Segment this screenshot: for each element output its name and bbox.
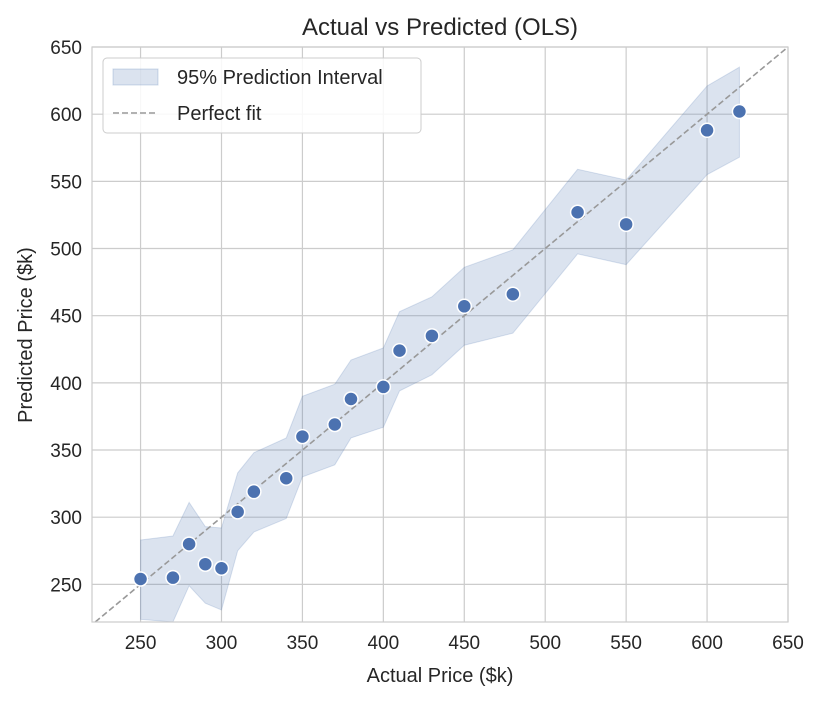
y-tick-label: 350 xyxy=(50,441,82,462)
data-point xyxy=(197,556,214,572)
legend-label-interval: 95% Prediction Interval xyxy=(177,67,383,89)
y-tick-label: 650 xyxy=(50,38,82,59)
data-point xyxy=(505,286,521,302)
y-tick-label: 250 xyxy=(50,575,82,596)
y-axis-label: Predicted Price ($k) xyxy=(15,247,37,423)
data-point xyxy=(456,298,473,315)
data-point xyxy=(569,204,586,220)
y-tick-label: 300 xyxy=(50,508,82,529)
data-point xyxy=(731,103,748,120)
data-point xyxy=(132,571,149,587)
y-tick-label: 400 xyxy=(50,374,82,395)
x-tick-label: 250 xyxy=(125,633,157,654)
x-ticks: 250 300 350 400 450 500 550 600 650 xyxy=(125,633,804,654)
data-point xyxy=(327,416,343,433)
x-tick-label: 550 xyxy=(610,633,642,654)
x-tick-label: 400 xyxy=(367,633,399,654)
data-point xyxy=(424,328,440,344)
data-point xyxy=(391,342,408,359)
data-points xyxy=(132,103,748,587)
data-point xyxy=(278,470,294,486)
x-tick-label: 300 xyxy=(206,633,238,654)
x-tick-label: 500 xyxy=(529,633,561,654)
x-tick-label: 450 xyxy=(448,633,480,654)
data-point xyxy=(246,483,262,500)
legend-band-swatch xyxy=(112,68,159,86)
x-tick-label: 600 xyxy=(691,633,723,654)
x-axis-label: Actual Price ($k) xyxy=(367,665,514,687)
data-point xyxy=(618,216,634,233)
legend-label-fit: Perfect fit xyxy=(177,103,262,125)
perfect-fit-line xyxy=(94,46,789,623)
y-ticks: 250 300 350 400 450 500 550 600 650 xyxy=(50,38,82,596)
data-point xyxy=(229,504,246,520)
legend: 95% Prediction Interval Perfect fit xyxy=(102,57,422,134)
data-point xyxy=(213,560,230,577)
y-tick-label: 600 xyxy=(50,105,82,126)
data-point xyxy=(375,379,392,395)
x-tick-label: 350 xyxy=(287,633,319,654)
legend-box xyxy=(102,57,422,134)
data-point xyxy=(343,391,359,407)
y-tick-label: 450 xyxy=(50,307,82,328)
data-point xyxy=(294,428,311,445)
y-tick-label: 550 xyxy=(50,172,82,193)
prediction-interval-band xyxy=(140,66,740,623)
plot-frame xyxy=(91,46,789,623)
data-point xyxy=(181,536,197,552)
y-tick-label: 500 xyxy=(50,240,82,261)
chart-title: Actual vs Predicted (OLS) xyxy=(302,14,578,41)
data-point xyxy=(165,569,181,586)
data-point xyxy=(699,122,715,139)
x-tick-label: 650 xyxy=(772,633,804,654)
